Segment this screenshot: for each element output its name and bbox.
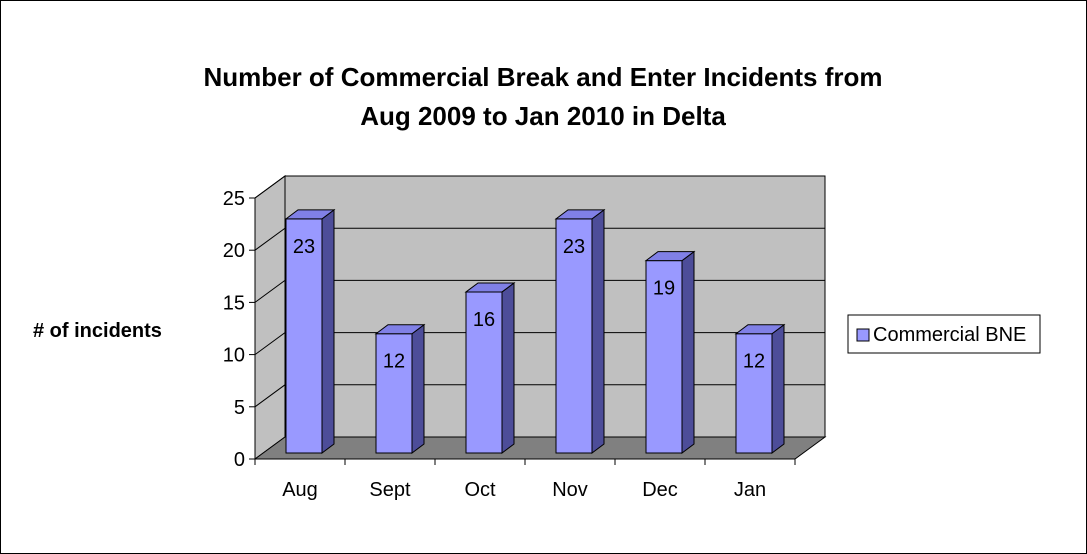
legend: Commercial BNE	[847, 314, 1041, 354]
x-tick-label-Nov: Nov	[552, 479, 588, 501]
bar-side-Sept	[411, 323, 425, 454]
y-tick-label-0: 0	[234, 449, 245, 471]
bar-top-Dec	[644, 251, 696, 262]
x-tick-label-Sept: Sept	[369, 479, 411, 501]
bar-top-Sept	[374, 324, 426, 335]
data-label-Jan: 12	[743, 351, 765, 373]
gridline-25	[254, 175, 825, 199]
bar-side-Jan	[771, 323, 785, 454]
legend-swatch	[856, 328, 870, 342]
bar-top-Jan	[734, 324, 786, 335]
y-tick-label-5: 5	[234, 397, 245, 419]
bar-Sept	[375, 333, 413, 454]
bar-side-Aug	[321, 208, 335, 454]
gridline-15	[254, 279, 825, 303]
bar-Oct	[465, 291, 503, 454]
bar-side-Nov	[591, 208, 605, 454]
x-tick-label-Oct: Oct	[464, 479, 496, 501]
x-tick-label-Dec: Dec	[642, 479, 678, 501]
data-label-Nov: 23	[563, 236, 585, 258]
data-label-Aug: 23	[293, 236, 315, 258]
data-label-Oct: 16	[473, 309, 495, 331]
legend-label: Commercial BNE	[873, 324, 1026, 346]
plot-area: 0 5 10 15 20 25 23 Aug 12 Sept 16 Oct 23 Nov 19 Dec 12 Ja…	[223, 175, 827, 501]
side-wall	[254, 175, 286, 460]
chart-title-line-2: Aug 2009 to Jan 2010 in Delta	[360, 101, 726, 131]
bar-Dec	[645, 260, 683, 454]
y-tick-label-20: 20	[223, 240, 245, 262]
bar-top-Aug	[284, 209, 336, 220]
legend-box	[847, 314, 1041, 354]
gridline-10	[254, 332, 825, 356]
gridline-5	[254, 384, 825, 408]
y-tick-label-10: 10	[223, 345, 245, 367]
gridline-20	[254, 227, 825, 251]
bar-top-Nov	[554, 209, 606, 220]
y-tick-label-25: 25	[223, 188, 245, 210]
x-tick-label-Aug: Aug	[282, 479, 318, 501]
bar-Nov	[555, 218, 593, 454]
data-label-Dec: 19	[653, 278, 675, 300]
y-axis-label: # of incidents	[33, 320, 162, 342]
data-label-Sept: 12	[383, 351, 405, 373]
bar-side-Oct	[501, 281, 515, 454]
x-tick-label-Jan: Jan	[734, 479, 766, 501]
y-tick-label-15: 15	[223, 292, 245, 314]
chart-title-line-1: Number of Commercial Break and Enter Inc…	[203, 62, 882, 92]
bar-side-Dec	[681, 250, 695, 454]
bar-top-Oct	[464, 282, 516, 293]
